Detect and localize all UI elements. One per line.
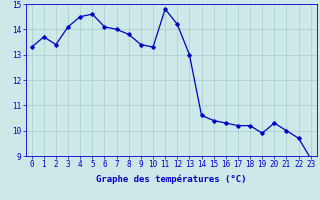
X-axis label: Graphe des températures (°C): Graphe des températures (°C) <box>96 175 246 184</box>
